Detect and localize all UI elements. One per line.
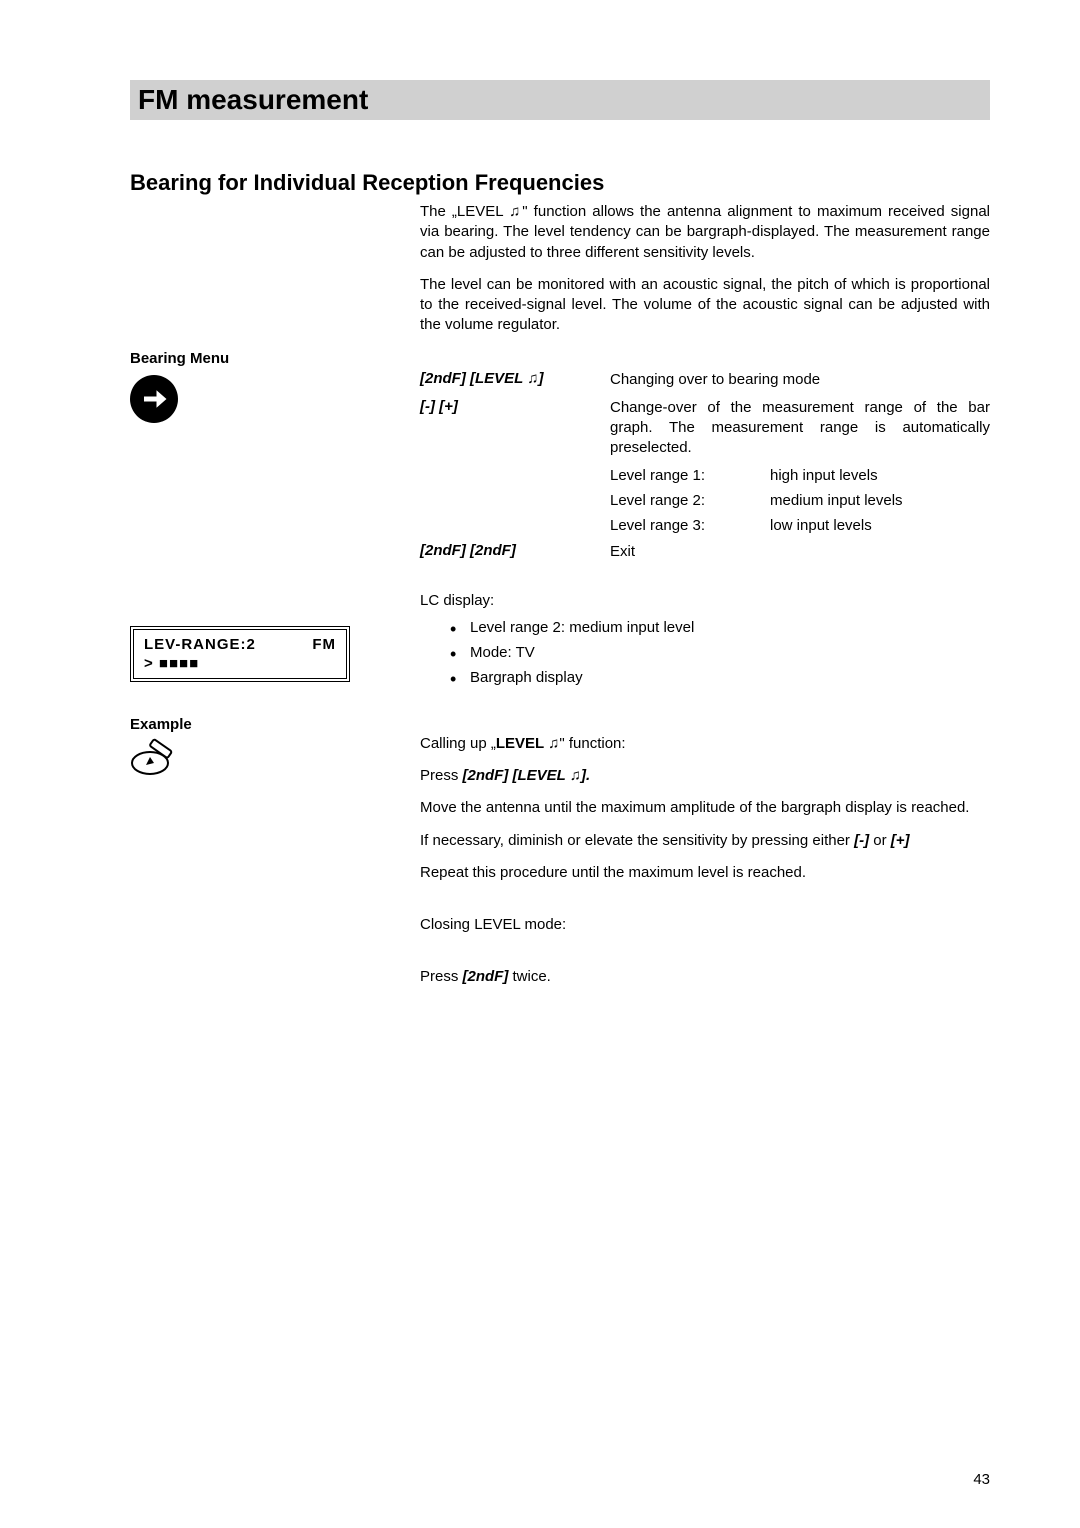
section-title: Bearing for Individual Reception Frequen… xyxy=(130,170,990,196)
key-label: [-] [+] xyxy=(420,398,610,459)
example-label: Example xyxy=(130,716,420,733)
lc-bullet: Level range 2: medium input level xyxy=(450,619,990,636)
intro-para-2: The level can be monitored with an acous… xyxy=(420,275,990,336)
level-label: Level range 3: xyxy=(610,517,770,534)
key-desc: Exit xyxy=(610,542,990,562)
level-val: medium input levels xyxy=(770,492,990,509)
key-label: [2ndF] [LEVEL ♫] xyxy=(420,370,610,390)
example-close: Closing LEVEL mode: xyxy=(420,915,990,935)
example-dim: If necessary, diminish or elevate the se… xyxy=(420,831,990,851)
bearing-menu-label: Bearing Menu xyxy=(130,350,420,367)
level-label: Level range 1: xyxy=(610,467,770,484)
pencil-icon xyxy=(130,737,420,781)
lcd-line1-left: LEV-RANGE:2 xyxy=(144,636,256,653)
example-move: Move the antenna until the maximum ampli… xyxy=(420,798,990,818)
example-press1: Press [2ndF] [LEVEL ♫]. xyxy=(420,766,990,786)
example-press2: Press [2ndF] twice. xyxy=(420,967,990,987)
lcd-display-box: LEV-RANGE:2 FM > ■■■■ xyxy=(130,626,350,682)
lc-bullet: Bargraph display xyxy=(450,669,990,686)
level-val: high input levels xyxy=(770,467,990,484)
lcd-line2: > ■■■■ xyxy=(144,655,336,672)
page-number: 43 xyxy=(973,1471,990,1488)
lc-bullet: Mode: TV xyxy=(450,644,990,661)
chapter-title: FM measurement xyxy=(130,80,990,120)
lc-heading: LC display: xyxy=(420,592,990,609)
intro-para-1: The „LEVEL ♫" function allows the antenn… xyxy=(420,202,990,263)
example-call: Calling up „LEVEL ♫" function: xyxy=(420,734,990,754)
level-label: Level range 2: xyxy=(610,492,770,509)
arrow-right-icon xyxy=(130,375,178,423)
level-val: low input levels xyxy=(770,517,990,534)
key-desc: Changing over to bearing mode xyxy=(610,370,990,390)
example-repeat: Repeat this procedure until the maximum … xyxy=(420,863,990,883)
key-desc: Change-over of the measurement range of … xyxy=(610,398,990,459)
key-label: [2ndF] [2ndF] xyxy=(420,542,610,562)
lcd-line1-right: FM xyxy=(312,636,336,653)
